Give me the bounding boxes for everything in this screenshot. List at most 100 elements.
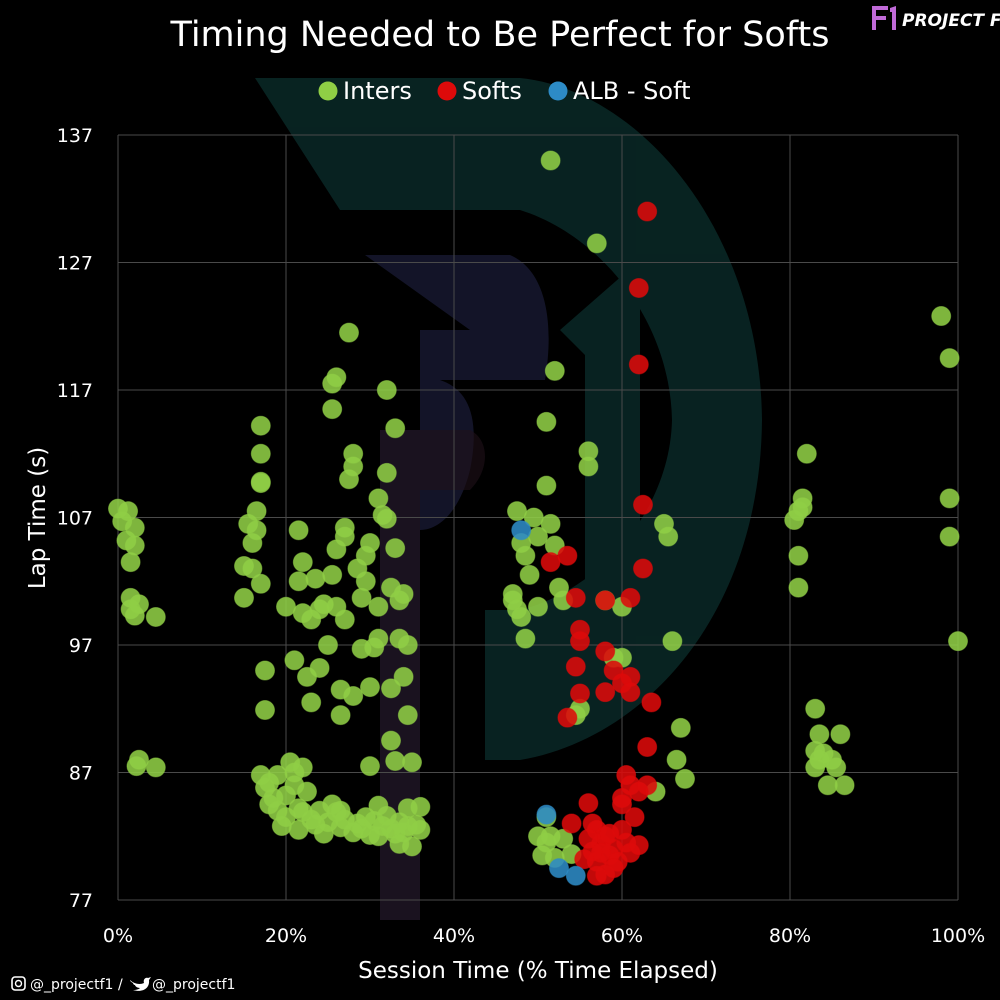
data-point — [322, 399, 343, 420]
watermark-logo — [255, 78, 762, 920]
data-point — [628, 278, 649, 298]
tick-labels: 0% 20% 40% 60% 80% 100% 77 87 97 107 117 127 137 — [57, 125, 985, 947]
data-point — [595, 641, 616, 662]
series-2 — [540, 201, 662, 886]
data-point — [381, 678, 401, 699]
data-point — [939, 526, 960, 547]
data-point — [297, 781, 317, 802]
watermark-one-shape — [560, 260, 640, 610]
data-point — [595, 590, 616, 611]
data-point — [792, 497, 813, 518]
x-tick-label: 80% — [769, 925, 811, 947]
x-tick-label: 100% — [931, 925, 985, 947]
data-point — [809, 724, 830, 745]
data-point — [250, 443, 271, 464]
data-point — [641, 692, 662, 713]
data-point — [511, 520, 532, 541]
data-point — [376, 380, 397, 400]
data-point — [536, 411, 557, 432]
data-point — [662, 631, 683, 652]
data-point — [368, 596, 389, 617]
data-point — [250, 573, 271, 594]
legend-marker — [548, 81, 568, 101]
data-point — [658, 526, 679, 547]
y-axis-title: Lap Time (s) — [25, 447, 51, 589]
data-point — [586, 233, 607, 254]
data-point — [309, 657, 330, 678]
data-point — [628, 835, 649, 856]
data-point — [549, 858, 569, 879]
data-point — [360, 533, 380, 553]
footer-credits: @_projectf1 / @_projectf1 — [11, 976, 235, 993]
data-point — [570, 683, 590, 704]
data-point — [246, 520, 267, 541]
data-point — [565, 587, 586, 608]
x-axis-title: Session Time (% Time Elapsed) — [358, 958, 718, 984]
data-point — [292, 552, 313, 573]
data-point — [343, 686, 364, 706]
data-point — [334, 609, 355, 630]
data-point — [565, 656, 586, 677]
data-point — [234, 587, 254, 608]
data-point — [528, 596, 548, 617]
y-tick-label: 107 — [57, 508, 93, 530]
brand-logo-icon — [872, 6, 896, 30]
data-point — [393, 666, 414, 687]
data-point — [242, 558, 263, 579]
data-point — [578, 793, 599, 814]
data-point — [397, 635, 418, 655]
instagram-icon-lens — [14, 979, 23, 988]
x-tick-label: 40% — [433, 925, 475, 947]
series-3 — [511, 520, 586, 886]
data-point — [385, 418, 406, 439]
data-point — [250, 471, 271, 492]
data-point — [599, 823, 620, 844]
data-point — [330, 800, 351, 821]
data-point — [540, 513, 561, 534]
data-point — [817, 775, 838, 796]
data-point — [624, 807, 645, 828]
y-tick-label: 87 — [69, 763, 93, 785]
data-point — [397, 705, 418, 726]
data-point — [246, 501, 267, 522]
data-point — [948, 631, 968, 652]
data-point — [578, 828, 599, 849]
data-point — [284, 650, 305, 671]
data-points — [108, 150, 968, 886]
data-point — [124, 517, 145, 538]
data-point — [381, 730, 401, 751]
data-point — [637, 775, 658, 796]
data-point — [360, 756, 380, 777]
data-point — [565, 865, 586, 886]
data-point — [292, 757, 313, 778]
instagram-icon — [11, 976, 26, 991]
chart-title: Timing Needed to Be Perfect for Softs — [170, 15, 830, 55]
data-point — [666, 749, 687, 770]
data-point — [633, 558, 653, 579]
data-point — [368, 628, 389, 649]
data-point — [301, 692, 322, 713]
data-point — [544, 360, 565, 381]
data-point — [326, 367, 347, 388]
data-point — [385, 751, 406, 772]
data-point — [385, 538, 406, 559]
data-point — [376, 508, 397, 529]
data-point — [129, 594, 149, 615]
data-point — [620, 682, 641, 703]
data-point — [126, 756, 147, 777]
data-point — [288, 571, 309, 592]
x-tick-label: 0% — [103, 925, 133, 947]
data-point — [578, 441, 599, 462]
series-0 — [108, 322, 431, 857]
data-point — [620, 587, 641, 608]
data-point — [393, 584, 414, 604]
data-point — [536, 804, 557, 825]
data-point — [397, 798, 418, 819]
data-point — [322, 564, 343, 585]
data-point — [637, 201, 658, 222]
data-point — [305, 568, 326, 589]
data-point — [570, 631, 590, 652]
watermark-stem-shape — [380, 430, 485, 920]
footer-twitter: @_projectf1 — [152, 977, 235, 993]
data-point — [410, 819, 431, 840]
